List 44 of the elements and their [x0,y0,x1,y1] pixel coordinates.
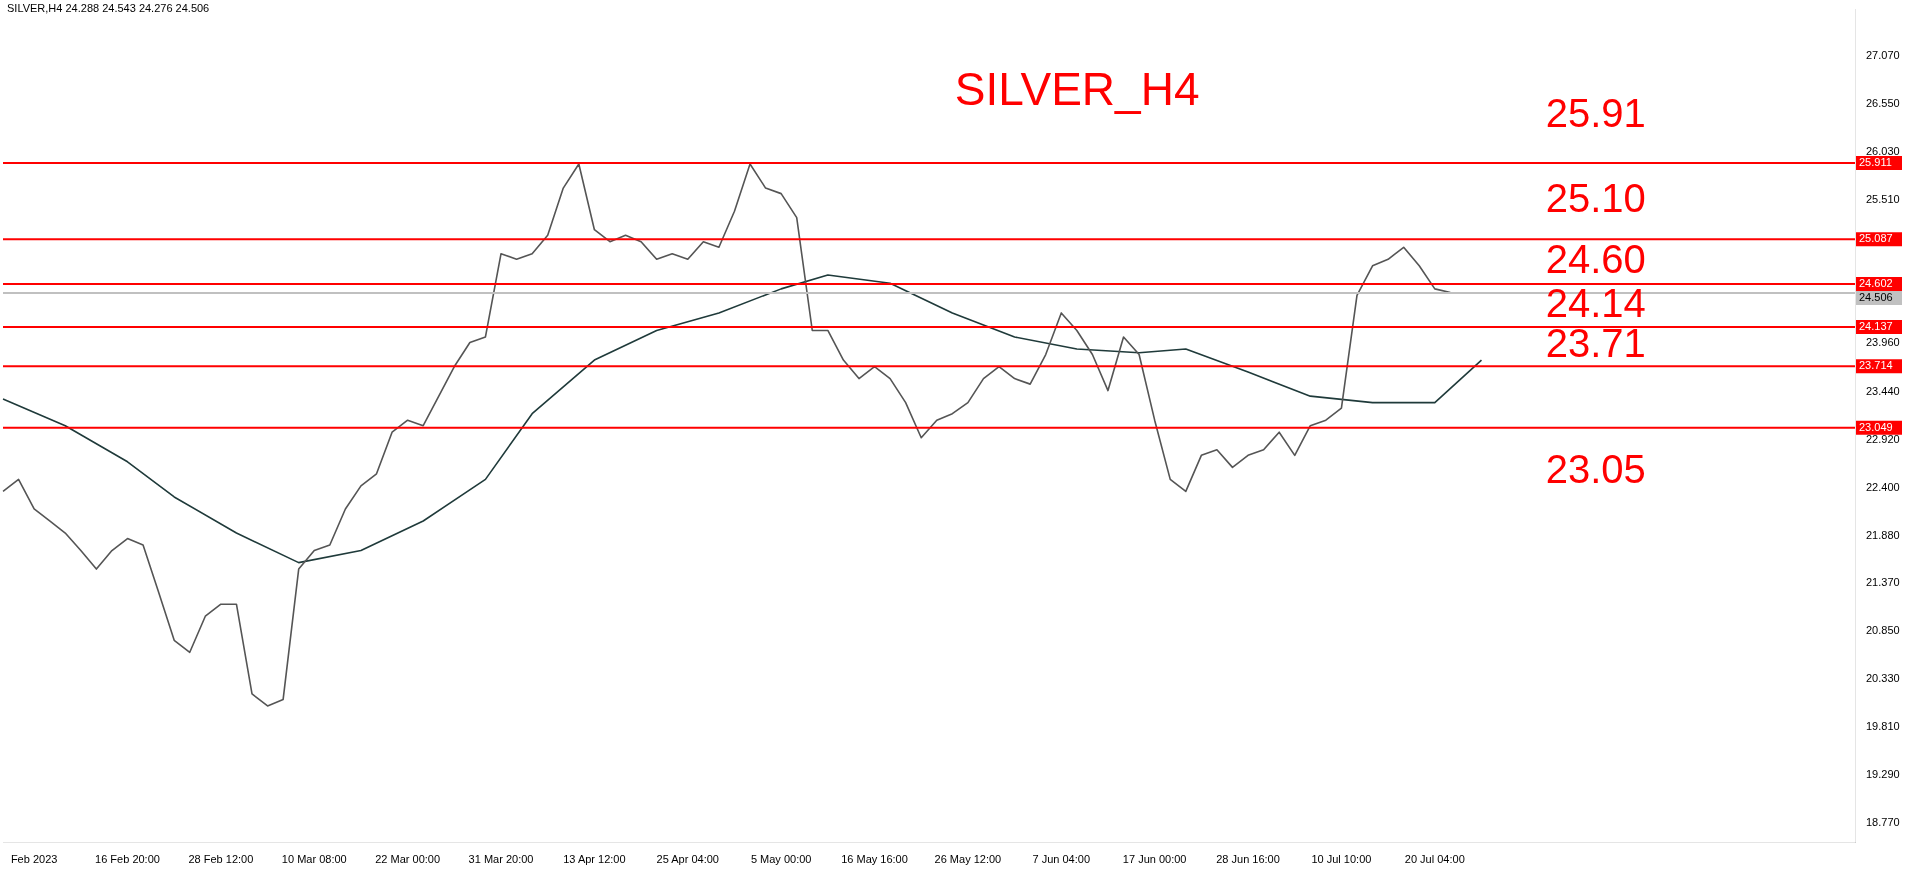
x-tick-label: 10 Mar 08:00 [281,853,347,866]
annotation: 24.60 [1545,237,1646,282]
y-tick-label: 27.070 [1866,48,1900,61]
ref-line-label: 23.049 [1859,420,1893,433]
x-tick-label: 31 Mar 20:00 [468,853,534,866]
annotation: 23.05 [1545,447,1646,492]
y-tick-label: 23.440 [1866,384,1900,397]
y-tick-label: 20.330 [1866,672,1900,685]
x-tick-label: 5 May 00:00 [750,853,812,866]
x-tick-label: 7 Jun 04:00 [1032,853,1091,866]
ref-line-label: 23.714 [1859,359,1893,372]
chart-subtitle: SILVER,H4 24.288 24.543 24.276 24.506 [7,2,210,15]
ref-line-label: 25.087 [1859,232,1893,245]
x-tick-label: 17 Jun 00:00 [1122,853,1187,866]
x-tick-label: 28 Jun 16:00 [1216,853,1280,866]
ref-line-label: 24.602 [1859,277,1893,290]
ref-line-label: 24.137 [1859,320,1893,333]
y-tick-label: 21.370 [1866,575,1900,588]
y-tick-label: 22.920 [1866,432,1900,445]
x-tick-label: 20 Jul 04:00 [1404,853,1465,866]
x-tick-label: 16 Feb 20:00 [95,853,160,866]
ref-line-label: 25.911 [1859,156,1892,169]
y-tick-label: 19.290 [1866,768,1900,781]
y-tick-label: 25.510 [1866,193,1900,206]
y-tick-label: 18.770 [1866,816,1900,829]
ref-line-label: 24.506 [1859,291,1893,304]
y-tick-label: 26.030 [1866,145,1900,158]
x-tick-label: Feb 2023 [10,853,58,866]
y-tick-label: 23.960 [1866,336,1900,349]
y-tick-label: 26.550 [1866,96,1900,109]
x-tick-label: 28 Feb 12:00 [188,853,254,866]
y-tick-label: 22.400 [1866,480,1900,493]
x-tick-label: 22 Mar 00:00 [375,853,441,866]
text: SILVER_H4 [954,62,1200,115]
y-tick-label: 21.880 [1866,528,1900,541]
annotation: 25.10 [1545,176,1646,221]
y-tick-label: 20.850 [1866,624,1900,637]
x-tick-label: 26 May 12:00 [934,853,1002,866]
x-tick-label: 10 Jul 10:00 [1311,853,1372,866]
x-tick-label: 13 Apr 12:00 [563,853,626,866]
x-tick-label: 25 Apr 04:00 [656,853,719,866]
y-tick-label: 19.810 [1866,720,1900,733]
x-tick-label: 16 May 16:00 [841,853,908,866]
annotation: 25.91 [1545,91,1646,136]
